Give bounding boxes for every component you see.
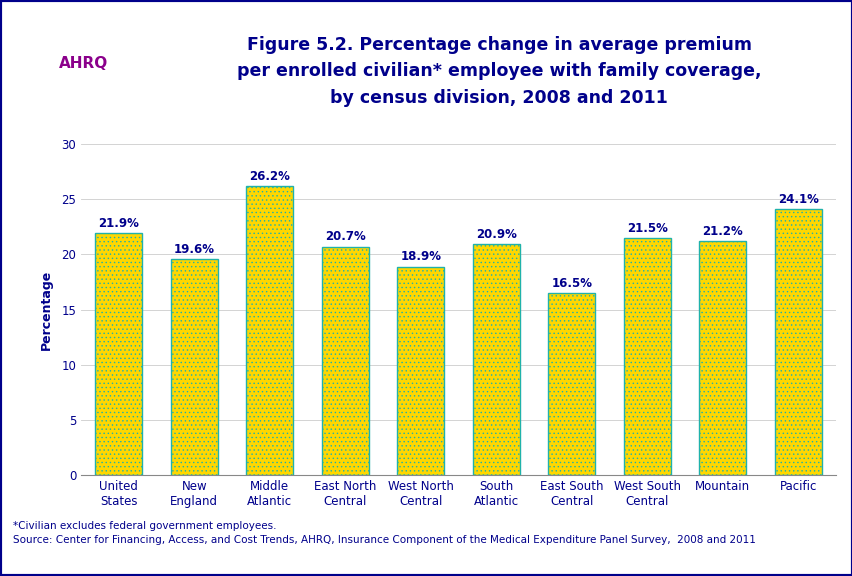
Text: 21.9%: 21.9% xyxy=(98,217,139,230)
Bar xyxy=(623,238,670,475)
Text: AHRQ: AHRQ xyxy=(59,56,107,71)
Bar xyxy=(321,247,368,475)
Text: 19.6%: 19.6% xyxy=(174,242,215,256)
Bar xyxy=(95,233,142,475)
Bar xyxy=(397,267,444,475)
Bar xyxy=(472,244,519,475)
Bar xyxy=(548,293,595,475)
Y-axis label: Percentage: Percentage xyxy=(40,270,53,350)
Text: 21.2%: 21.2% xyxy=(701,225,742,238)
Text: 20.7%: 20.7% xyxy=(325,230,366,244)
Bar xyxy=(246,186,293,475)
Bar xyxy=(170,259,217,475)
Text: 21.5%: 21.5% xyxy=(626,222,667,234)
Text: *Civilian excludes federal government employees.
Source: Center for Financing, A: *Civilian excludes federal government em… xyxy=(13,521,755,545)
Text: 16.5%: 16.5% xyxy=(550,276,591,290)
Text: 18.9%: 18.9% xyxy=(400,250,440,263)
Text: Figure 5.2. Percentage change in average premium
per enrolled civilian* employee: Figure 5.2. Percentage change in average… xyxy=(237,36,760,107)
Text: 20.9%: 20.9% xyxy=(475,228,516,241)
Bar xyxy=(774,209,820,475)
Text: 26.2%: 26.2% xyxy=(249,170,290,183)
Bar xyxy=(699,241,746,475)
Text: 24.1%: 24.1% xyxy=(777,193,818,206)
Text: Advancing
Excellence in
Health Care: Advancing Excellence in Health Care xyxy=(60,85,106,106)
